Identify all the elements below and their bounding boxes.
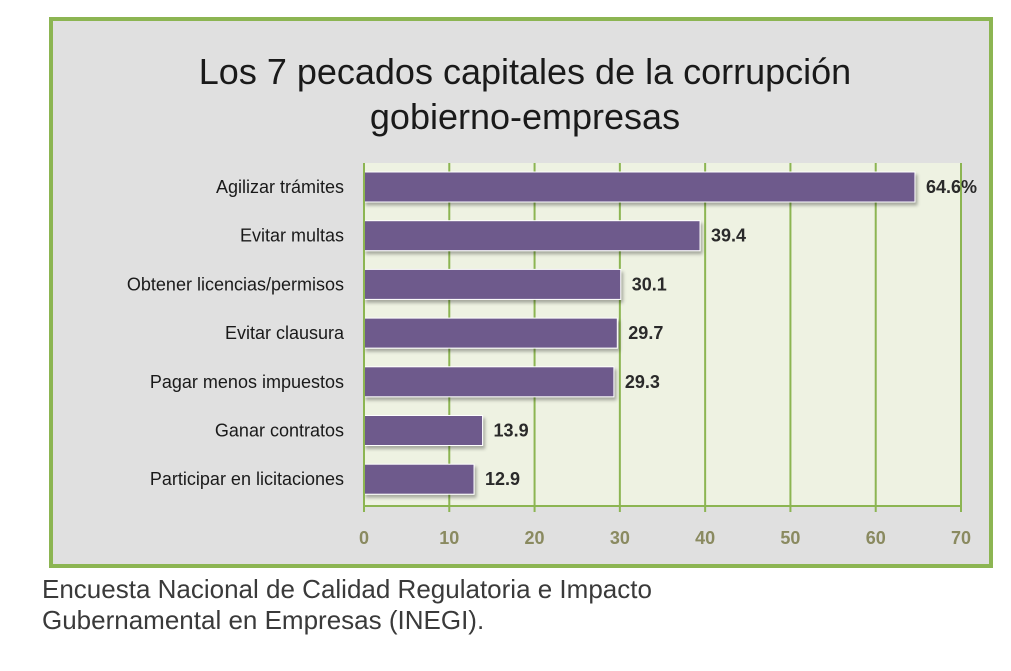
chart-title-line-1: Los 7 pecados capitales de la corrupción — [198, 51, 852, 92]
chart-title-line-2: gobierno-empresas — [369, 96, 681, 137]
source-line-2: Gubernamental en Empresas (INEGI). — [42, 605, 485, 635]
bar-chart: 0 10 20 30 40 50 60 70 Agilizar trámites 64.6% Evi… — [127, 163, 977, 548]
category-label: Agilizar trámites — [216, 177, 344, 197]
chart-frame: Los 7 pecados capitales de la corrupción… — [49, 17, 993, 568]
source-note: Encuesta Nacional de Calidad Regulatoria… — [42, 574, 942, 636]
bar — [363, 415, 484, 446]
source-line-1: Encuesta Nacional de Calidad Regulatoria… — [42, 574, 652, 604]
data-label: 64.6% — [926, 177, 977, 197]
x-tick-label: 0 — [359, 528, 369, 548]
bar — [363, 171, 916, 203]
category-label: Obtener licencias/permisos — [127, 274, 344, 294]
category-label: Pagar menos impuestos — [150, 372, 344, 392]
data-label: 29.3 — [625, 372, 660, 392]
category-label: Evitar multas — [240, 226, 344, 246]
x-tick-label: 20 — [525, 528, 545, 548]
bar — [363, 317, 618, 349]
data-label: 30.1 — [632, 274, 667, 294]
category-label: Evitar clausura — [225, 323, 345, 343]
data-label: 39.4 — [711, 226, 746, 246]
chart-title: Los 7 pecados capitales de la corrupción… — [53, 49, 997, 139]
x-tick-label: 10 — [439, 528, 459, 548]
x-tick-label: 30 — [610, 528, 630, 548]
bar — [363, 463, 475, 495]
bar — [363, 268, 622, 300]
data-label: 29.7 — [628, 323, 663, 343]
bar — [363, 220, 701, 252]
x-tick-label: 40 — [695, 528, 715, 548]
category-label: Ganar contratos — [215, 421, 344, 441]
data-label: 12.9 — [485, 469, 520, 489]
x-tick-label: 70 — [951, 528, 971, 548]
x-tick-label: 50 — [780, 528, 800, 548]
data-label: 13.9 — [494, 421, 529, 441]
bar — [363, 366, 615, 398]
category-label: Participar en licitaciones — [150, 469, 344, 489]
x-tick-label: 60 — [866, 528, 886, 548]
